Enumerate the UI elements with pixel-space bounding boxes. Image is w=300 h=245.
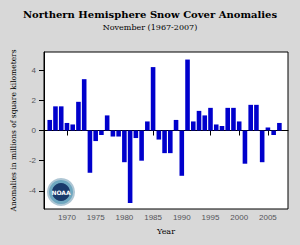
svg-text:Northern Hemisphere Snow Cover: Northern Hemisphere Snow Cover Anomalies (23, 9, 277, 20)
svg-text:November (1967-2007): November (1967-2007) (103, 23, 198, 32)
svg-text:0: 0 (32, 126, 37, 135)
svg-text:-2: -2 (29, 156, 37, 165)
svg-text:1985: 1985 (144, 213, 162, 222)
svg-text:1980: 1980 (115, 213, 133, 222)
svg-text:2: 2 (32, 96, 37, 105)
svg-text:2005: 2005 (259, 213, 277, 222)
svg-text:1990: 1990 (173, 213, 191, 222)
svg-text:1970: 1970 (58, 213, 76, 222)
svg-text:Anomalies in millions of squar: Anomalies in millions of square kilomete… (9, 49, 18, 212)
svg-text:2000: 2000 (230, 213, 248, 222)
svg-text:1975: 1975 (87, 213, 105, 222)
svg-text:1995: 1995 (202, 213, 220, 222)
svg-text:Year: Year (156, 227, 175, 236)
svg-text:NOAA: NOAA (51, 189, 71, 196)
svg-text:4: 4 (32, 66, 37, 75)
svg-text:-4: -4 (29, 186, 37, 195)
